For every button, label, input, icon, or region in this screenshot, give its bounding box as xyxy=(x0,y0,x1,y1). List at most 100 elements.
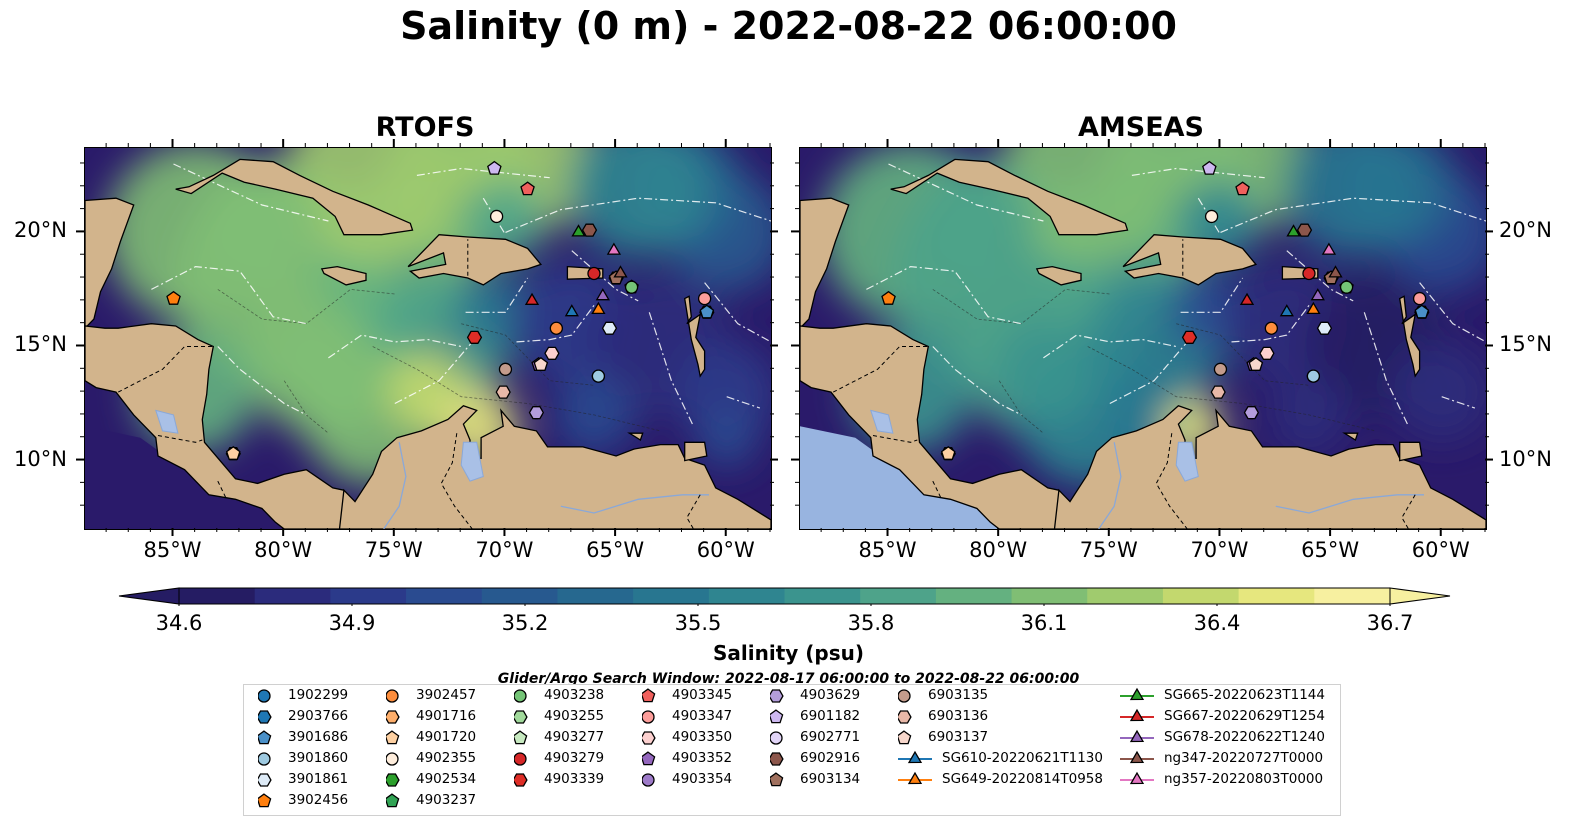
colorbar-segment xyxy=(481,588,559,604)
colorbar-segment xyxy=(1087,588,1164,604)
legend-label: SG649-20220814T0958 xyxy=(942,771,1103,787)
legend-label: 6901182 xyxy=(800,708,861,724)
legend-marker-shape xyxy=(907,771,923,785)
land-trinidad xyxy=(684,441,708,462)
legend-label: 4902534 xyxy=(416,771,477,787)
lake-maracaibo xyxy=(1175,441,1199,482)
legend-label: 4903354 xyxy=(672,771,733,787)
legend-marker-icon xyxy=(642,710,655,724)
legend-marker-icon xyxy=(386,689,399,703)
marker-SG667-20220629T1254 xyxy=(524,292,540,305)
legend-label: ng347-20220727T0000 xyxy=(1164,750,1324,766)
land-cuba xyxy=(890,158,1129,236)
legend-label: 2903766 xyxy=(288,708,349,724)
legend-marker-shape xyxy=(514,773,528,787)
map-rtofs xyxy=(84,147,772,530)
marker-6902916 xyxy=(581,223,598,237)
marker-3901686 xyxy=(1414,304,1430,319)
colorbar-tick-label: 35.5 xyxy=(674,611,722,635)
legend-marker-shape xyxy=(258,710,272,724)
legend-marker-shape xyxy=(1129,708,1145,722)
legend-label: 4903347 xyxy=(672,708,733,724)
lat-tick-label: 15°N xyxy=(14,332,67,357)
lake-nicaragua xyxy=(155,409,179,434)
marker-6903135 xyxy=(498,362,513,376)
legend-marker-icon xyxy=(770,689,784,703)
legend-marker-icon xyxy=(258,689,271,703)
marker-SG649-20220814T0958 xyxy=(591,301,606,315)
legend-marker-icon xyxy=(1120,708,1154,722)
marker-6901182 xyxy=(1202,160,1217,175)
legend-marker-shape xyxy=(1129,687,1145,701)
marker-6903137 xyxy=(533,356,549,371)
legend-marker-icon xyxy=(642,731,656,745)
colorbar-segment xyxy=(1162,588,1240,604)
colorbar-segment xyxy=(1238,588,1315,604)
land-venezuelaIs xyxy=(627,432,644,441)
land-trinidad xyxy=(1399,441,1423,462)
colorbar-tick-label: 36.4 xyxy=(1193,611,1241,635)
legend-label: 3902457 xyxy=(416,687,477,703)
legend-marker-shape xyxy=(386,730,400,745)
colorbar-segment xyxy=(254,588,331,604)
no-data-region xyxy=(800,426,1000,529)
legend-marker-icon xyxy=(642,688,656,703)
colorbar-segment xyxy=(935,588,1013,604)
marker-SG665-20220623T1144 xyxy=(571,224,586,237)
marker-4903339 xyxy=(466,330,483,344)
marker-4903629 xyxy=(528,406,545,420)
marker-6903136 xyxy=(495,385,511,399)
legend-marker-shape xyxy=(770,689,784,703)
legend-label: SG667-20220629T1254 xyxy=(1164,708,1325,724)
colorbar-segment xyxy=(179,588,256,604)
colorbar-extend-low xyxy=(118,587,180,605)
panel-title-rtofs: RTOFS xyxy=(375,112,475,143)
legend-marker-shape xyxy=(386,710,400,724)
panel-title-amseas: AMSEAS xyxy=(1078,112,1204,143)
legend-marker-icon xyxy=(386,730,400,745)
legend-label: 6902771 xyxy=(800,729,861,745)
pacific-ocean xyxy=(85,426,285,529)
marker-4903347 xyxy=(697,291,712,306)
lon-tick-label: 80°W xyxy=(254,538,313,562)
legend-label: 1902299 xyxy=(288,687,349,703)
lat-tick-label: 20°N xyxy=(1499,218,1552,243)
marker-6902916 xyxy=(1296,223,1313,237)
marker-3902456 xyxy=(881,290,896,305)
legend-marker-shape xyxy=(1129,771,1145,785)
legend-marker-icon xyxy=(642,751,656,766)
lat-tick-label: 15°N xyxy=(1499,332,1552,357)
legend-marker-shape xyxy=(898,710,912,724)
legend-marker-icon xyxy=(1120,750,1154,764)
colorbar-segment xyxy=(406,588,483,604)
colorbar-segment xyxy=(1314,588,1391,604)
legend-marker-icon xyxy=(898,689,911,703)
lon-tick-label: 70°W xyxy=(1190,538,1249,562)
legend-marker-shape xyxy=(386,773,400,787)
lat-tick-label: 20°N xyxy=(14,218,67,243)
lat-tick-label: 10°N xyxy=(14,446,67,471)
legend-marker-icon xyxy=(258,730,272,745)
legend-label: 6902916 xyxy=(800,750,861,766)
legend-marker-icon xyxy=(1120,771,1154,785)
legend-label: ng357-20220803T0000 xyxy=(1164,771,1324,787)
legend-label: 6903135 xyxy=(928,687,989,703)
legend-marker-icon xyxy=(1120,729,1154,743)
marker-3902457 xyxy=(549,321,563,335)
land-antillesN xyxy=(683,295,706,378)
colorbar-segment xyxy=(633,588,710,604)
colorbar-tick-label: 34.6 xyxy=(155,611,203,635)
rivers xyxy=(1098,442,1424,529)
marker-3901861 xyxy=(601,321,618,335)
marker-6901182 xyxy=(487,160,502,175)
marker-3901861 xyxy=(1316,321,1333,335)
legend-marker-icon xyxy=(258,773,272,787)
colorbar-tick-label: 36.1 xyxy=(1020,611,1068,635)
colorbar-segment xyxy=(330,588,407,604)
marker-ng357-20220803T0000 xyxy=(1321,242,1337,255)
legend-marker-shape xyxy=(386,752,399,766)
marker-4903279 xyxy=(1302,266,1316,281)
legend-label: 6903136 xyxy=(928,708,989,724)
platform-markers xyxy=(881,160,1430,461)
lon-tick-label: 85°W xyxy=(143,538,202,562)
